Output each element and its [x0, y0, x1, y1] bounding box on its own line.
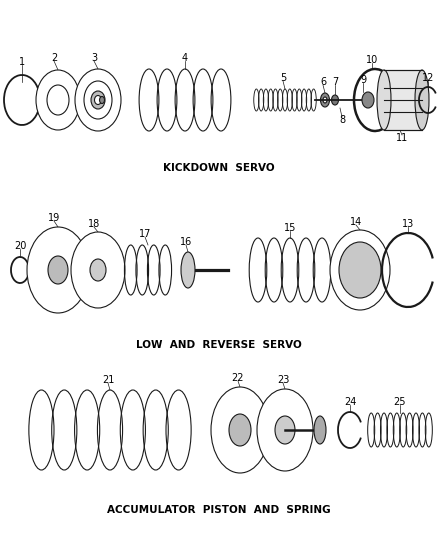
- Text: 8: 8: [339, 115, 345, 125]
- Text: 2: 2: [51, 53, 57, 63]
- Text: 6: 6: [320, 77, 326, 87]
- Ellipse shape: [84, 81, 112, 119]
- Text: 20: 20: [14, 241, 26, 251]
- Ellipse shape: [47, 85, 69, 115]
- Text: 11: 11: [396, 133, 408, 143]
- Ellipse shape: [71, 232, 125, 308]
- Text: 1: 1: [19, 57, 25, 67]
- Ellipse shape: [48, 256, 68, 284]
- Ellipse shape: [181, 252, 195, 288]
- Ellipse shape: [332, 95, 339, 105]
- Text: 5: 5: [280, 73, 286, 83]
- Text: LOW  AND  REVERSE  SERVO: LOW AND REVERSE SERVO: [136, 340, 302, 350]
- Ellipse shape: [75, 69, 121, 131]
- Ellipse shape: [257, 389, 313, 471]
- Ellipse shape: [36, 70, 80, 130]
- Text: 13: 13: [402, 219, 414, 229]
- Ellipse shape: [229, 414, 251, 446]
- Text: KICKDOWN  SERVO: KICKDOWN SERVO: [163, 163, 275, 173]
- Bar: [384, 70, 422, 130]
- Text: 10: 10: [366, 55, 378, 65]
- Text: 7: 7: [332, 77, 338, 87]
- Ellipse shape: [314, 416, 326, 444]
- Text: 18: 18: [88, 219, 100, 229]
- Text: 22: 22: [232, 373, 244, 383]
- Text: 23: 23: [277, 375, 289, 385]
- Ellipse shape: [91, 91, 105, 109]
- Ellipse shape: [211, 387, 269, 473]
- Ellipse shape: [330, 230, 390, 310]
- Ellipse shape: [90, 259, 106, 281]
- Text: 19: 19: [48, 213, 60, 223]
- Ellipse shape: [99, 96, 105, 103]
- Ellipse shape: [339, 242, 381, 298]
- Ellipse shape: [362, 92, 374, 108]
- Ellipse shape: [95, 95, 102, 104]
- Text: 24: 24: [344, 397, 356, 407]
- Text: 17: 17: [139, 229, 151, 239]
- Text: 15: 15: [284, 223, 296, 233]
- Ellipse shape: [377, 70, 391, 130]
- Text: 9: 9: [360, 75, 366, 85]
- Ellipse shape: [321, 93, 329, 107]
- Text: 3: 3: [91, 53, 97, 63]
- Text: 25: 25: [394, 397, 406, 407]
- Text: 14: 14: [350, 217, 362, 227]
- Ellipse shape: [275, 416, 295, 444]
- Ellipse shape: [323, 97, 327, 103]
- Text: 21: 21: [102, 375, 114, 385]
- Ellipse shape: [415, 70, 429, 130]
- Text: 16: 16: [180, 237, 192, 247]
- Text: 12: 12: [422, 73, 434, 83]
- Ellipse shape: [27, 227, 89, 313]
- Text: ACCUMULATOR  PISTON  AND  SPRING: ACCUMULATOR PISTON AND SPRING: [107, 505, 331, 515]
- Text: 4: 4: [182, 53, 188, 63]
